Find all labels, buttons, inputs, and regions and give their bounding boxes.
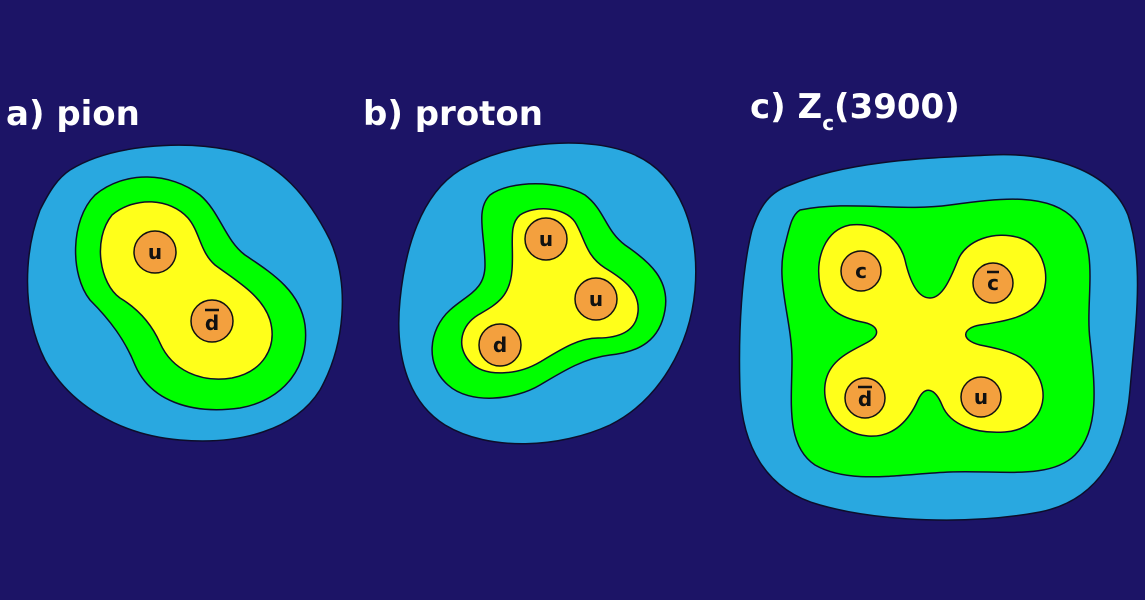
proton-quark-u-right: u <box>574 277 618 321</box>
zc-title-prefix: c) Z <box>750 87 822 127</box>
quark-label: u <box>539 227 553 251</box>
quark-label: d <box>493 333 507 357</box>
panel-pion: a) pion u d <box>6 94 344 442</box>
zc-quark-c: c <box>840 250 882 292</box>
proton-quark-u-top: u <box>524 217 568 261</box>
quark-label: c <box>987 271 999 295</box>
zc-quark-u: u <box>960 376 1002 418</box>
quark-circle <box>840 250 882 292</box>
quark-circle <box>972 262 1014 304</box>
quark-label: u <box>148 240 162 264</box>
quark-label: u <box>589 287 603 311</box>
quark-circle <box>478 323 522 367</box>
quark-label: c <box>855 259 867 283</box>
zc-title-subscript: c <box>822 111 834 135</box>
quark-circle <box>574 277 618 321</box>
panel-zc3900: c) Zc(3900) c c d u <box>738 87 1139 521</box>
quark-label: d <box>858 387 872 411</box>
zc-antiquark-d: d <box>844 377 886 419</box>
quark-circle <box>133 230 177 274</box>
pion-quark-u: u <box>133 230 177 274</box>
quark-circle <box>960 376 1002 418</box>
zc-title: c) Zc(3900) <box>750 87 960 135</box>
panel-proton: b) proton u u d <box>363 94 697 445</box>
proton-quark-d: d <box>478 323 522 367</box>
zc-title-suffix: (3900) <box>834 87 960 127</box>
quark-circle <box>190 299 234 343</box>
pion-antiquark-d: d <box>190 299 234 343</box>
pion-title: a) pion <box>6 94 140 134</box>
quark-label: d <box>205 311 219 335</box>
quark-label: u <box>974 385 988 409</box>
quark-circle <box>844 377 886 419</box>
proton-title: b) proton <box>363 94 543 134</box>
quark-circle <box>524 217 568 261</box>
zc-antiquark-c: c <box>972 262 1014 304</box>
